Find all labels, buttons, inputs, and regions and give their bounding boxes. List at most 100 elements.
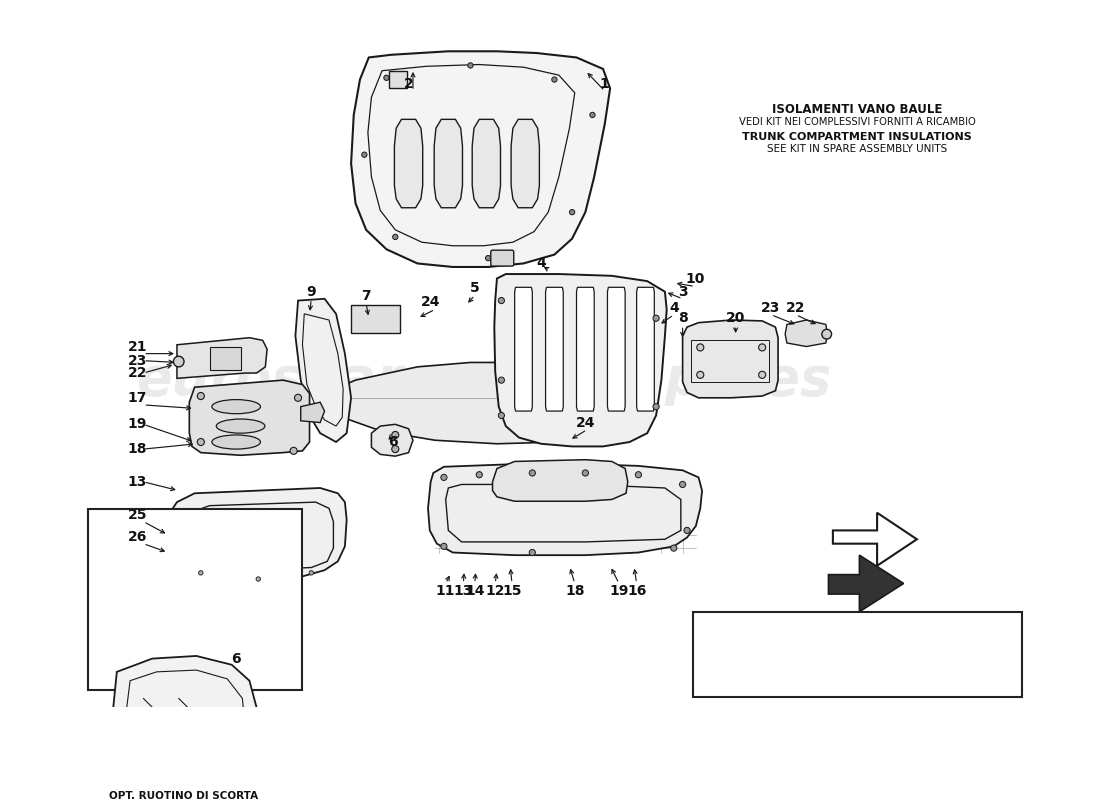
Text: 22: 22 — [128, 366, 147, 380]
Polygon shape — [515, 287, 532, 411]
Text: 26: 26 — [128, 530, 146, 545]
Text: eurospares: eurospares — [135, 354, 470, 406]
Text: 24: 24 — [421, 295, 440, 310]
Polygon shape — [351, 51, 610, 267]
Circle shape — [498, 412, 505, 418]
Polygon shape — [546, 287, 563, 411]
Text: 19: 19 — [609, 583, 628, 598]
FancyBboxPatch shape — [88, 509, 302, 690]
Text: 13: 13 — [453, 583, 473, 598]
Text: OPT. RUOTINO DI SCORTA: OPT. RUOTINO DI SCORTA — [109, 790, 257, 800]
Circle shape — [197, 393, 205, 399]
Text: SEE KIT IN SPARE ASSEMBLY UNITS: SEE KIT IN SPARE ASSEMBLY UNITS — [767, 143, 947, 154]
Ellipse shape — [217, 419, 265, 433]
Polygon shape — [472, 119, 500, 208]
Circle shape — [529, 470, 536, 476]
Polygon shape — [112, 656, 256, 780]
Text: VEDI KIT NEI COMPLESSIVI FORNITI A RICAMBIO: VEDI KIT NEI COMPLESSIVI FORNITI A RICAM… — [739, 117, 976, 127]
Polygon shape — [189, 380, 309, 455]
Circle shape — [295, 394, 301, 402]
Text: 6: 6 — [231, 651, 241, 666]
Circle shape — [822, 330, 832, 339]
Ellipse shape — [212, 435, 261, 449]
Circle shape — [392, 431, 399, 438]
Circle shape — [759, 344, 766, 351]
Circle shape — [393, 234, 398, 239]
Polygon shape — [607, 287, 625, 411]
Circle shape — [570, 210, 575, 215]
Polygon shape — [372, 424, 412, 456]
Polygon shape — [395, 119, 422, 208]
Polygon shape — [210, 347, 241, 370]
Text: ISOLAMENTI VANO BAULE: ISOLAMENTI VANO BAULE — [772, 103, 943, 116]
Text: 13: 13 — [128, 474, 146, 489]
Text: 9: 9 — [307, 285, 316, 298]
Polygon shape — [389, 70, 407, 89]
Text: 20: 20 — [726, 311, 746, 326]
Text: 18: 18 — [565, 583, 584, 598]
Polygon shape — [494, 274, 667, 446]
Circle shape — [468, 62, 473, 68]
Text: 2: 2 — [404, 77, 414, 91]
Text: eurospares: eurospares — [498, 354, 832, 406]
Circle shape — [653, 403, 659, 410]
Polygon shape — [428, 464, 702, 555]
Polygon shape — [828, 555, 903, 612]
Text: 24: 24 — [575, 415, 595, 430]
Polygon shape — [512, 119, 539, 208]
Circle shape — [485, 255, 491, 261]
Circle shape — [362, 152, 367, 158]
Polygon shape — [320, 362, 646, 444]
Text: 12: 12 — [485, 583, 505, 598]
Text: 4: 4 — [669, 301, 679, 314]
Circle shape — [256, 577, 261, 582]
Text: 4: 4 — [537, 257, 546, 270]
Circle shape — [476, 472, 483, 478]
Text: 3: 3 — [678, 285, 688, 298]
FancyBboxPatch shape — [693, 612, 1022, 697]
Circle shape — [441, 474, 447, 481]
FancyBboxPatch shape — [351, 305, 399, 334]
Polygon shape — [493, 460, 628, 502]
Circle shape — [197, 438, 205, 446]
Polygon shape — [833, 513, 917, 566]
Circle shape — [671, 545, 676, 551]
Circle shape — [309, 570, 313, 575]
Polygon shape — [785, 320, 827, 346]
Circle shape — [680, 482, 685, 487]
Text: 11: 11 — [436, 583, 455, 598]
Text: 14: 14 — [465, 583, 485, 598]
Circle shape — [696, 371, 704, 378]
Circle shape — [552, 77, 557, 82]
Polygon shape — [576, 287, 594, 411]
Text: 19: 19 — [128, 418, 146, 431]
Circle shape — [696, 344, 704, 351]
Text: 6: 6 — [388, 435, 397, 449]
Circle shape — [498, 377, 505, 383]
Text: 17: 17 — [128, 391, 146, 405]
Circle shape — [759, 371, 766, 378]
Text: TRUNK COMPARTMENT INSULATIONS: TRUNK COMPARTMENT INSULATIONS — [742, 132, 972, 142]
Circle shape — [590, 112, 595, 118]
Circle shape — [582, 470, 588, 476]
Text: 7: 7 — [361, 289, 371, 303]
Polygon shape — [177, 338, 267, 378]
Circle shape — [174, 356, 184, 367]
Text: 15: 15 — [503, 583, 521, 598]
Text: 25: 25 — [128, 507, 147, 522]
Circle shape — [441, 543, 447, 550]
Text: 18: 18 — [128, 442, 147, 456]
Polygon shape — [683, 320, 778, 398]
Circle shape — [392, 446, 399, 453]
Ellipse shape — [212, 399, 261, 414]
Polygon shape — [300, 402, 324, 422]
Text: 21: 21 — [128, 339, 147, 354]
Circle shape — [684, 527, 690, 534]
Text: 23: 23 — [128, 354, 146, 368]
Text: 23: 23 — [761, 301, 781, 314]
Text: 22: 22 — [786, 301, 805, 314]
Polygon shape — [434, 119, 462, 208]
Text: 1: 1 — [600, 77, 609, 91]
Circle shape — [199, 570, 204, 575]
Circle shape — [290, 447, 297, 454]
